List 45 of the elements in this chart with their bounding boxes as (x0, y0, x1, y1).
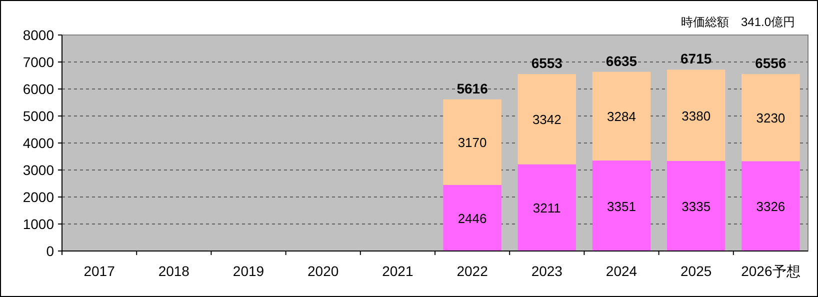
x-tick-label: 2024 (606, 263, 638, 279)
y-tick-label: 5000 (22, 108, 54, 124)
bar (443, 184, 502, 251)
bar (667, 70, 726, 161)
data-label: 3170 (458, 135, 487, 150)
x-tick-label: 2023 (531, 263, 563, 279)
bar (592, 160, 651, 251)
bar (742, 161, 800, 251)
y-tick-label: 2000 (22, 189, 54, 205)
x-tick-label: 2026予想 (741, 263, 800, 279)
data-label: 3211 (532, 200, 561, 216)
bar (592, 72, 651, 161)
bar (443, 99, 502, 185)
data-label: 2446 (458, 210, 487, 226)
x-tick-label: 2018 (158, 263, 190, 279)
total-label: 6556 (755, 54, 786, 71)
data-label: 3284 (607, 109, 636, 124)
y-tick-label: 8000 (22, 27, 54, 43)
data-label: 3380 (682, 108, 711, 124)
data-label: 3335 (682, 198, 711, 214)
total-label: 6635 (606, 52, 638, 69)
total-label: 5616 (456, 80, 488, 96)
total-label: 6715 (680, 50, 712, 67)
x-tick-label: 2025 (680, 263, 712, 279)
data-label: 3351 (607, 198, 636, 214)
x-tick-label: 2020 (308, 263, 339, 279)
y-tick-label: 4000 (22, 135, 54, 151)
total-label: 6553 (531, 55, 563, 72)
y-tick-label: 7000 (22, 54, 54, 70)
x-tick-label: 2017 (84, 263, 116, 279)
y-tick-label: 1000 (22, 216, 54, 232)
bar (667, 160, 726, 251)
bar (518, 164, 576, 251)
bar (742, 74, 800, 162)
x-tick-label: 2019 (232, 263, 264, 279)
bar (518, 74, 576, 164)
data-label: 3342 (532, 112, 562, 128)
y-tick-label: 6000 (22, 81, 54, 97)
x-tick-label: 2022 (456, 263, 488, 279)
text: 時価総額 341.0億円 (680, 15, 795, 29)
x-tick-label: 2021 (382, 263, 414, 279)
y-tick-label: 0 (46, 243, 54, 259)
data-label: 3230 (756, 110, 786, 126)
data-label: 3326 (756, 199, 786, 214)
y-tick-label: 3000 (22, 162, 54, 178)
